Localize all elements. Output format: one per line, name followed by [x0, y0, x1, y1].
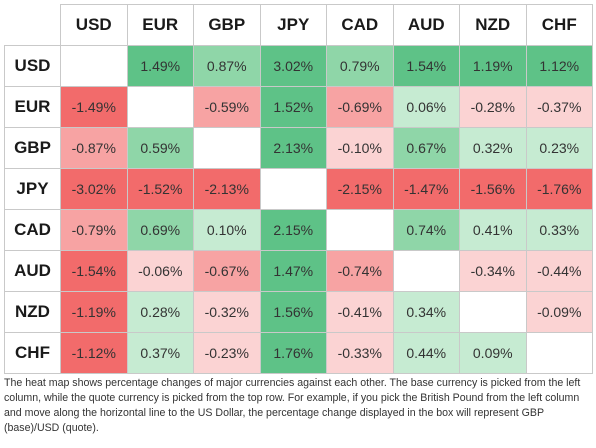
- row-eur: EUR -1.49% -0.59% 1.52% -0.69% 0.06% -0.…: [4, 86, 593, 128]
- row-header-aud[interactable]: AUD: [4, 250, 61, 292]
- cell-cad-chf[interactable]: 0.33%: [525, 209, 593, 251]
- cell-usd-cad[interactable]: 0.79%: [326, 45, 394, 87]
- cell-jpy-usd[interactable]: -3.02%: [60, 168, 128, 210]
- cell-gbp-eur[interactable]: 0.59%: [126, 127, 194, 169]
- cell-eur-eur[interactable]: [126, 86, 194, 128]
- col-header-gbp[interactable]: GBP: [193, 4, 261, 46]
- cell-jpy-nzd[interactable]: -1.56%: [459, 168, 527, 210]
- cell-cad-gbp[interactable]: 0.10%: [193, 209, 261, 251]
- cell-cad-jpy[interactable]: 2.15%: [259, 209, 327, 251]
- cell-eur-chf[interactable]: -0.37%: [525, 86, 593, 128]
- cell-usd-nzd[interactable]: 1.19%: [459, 45, 527, 87]
- cell-aud-chf[interactable]: -0.44%: [525, 250, 593, 292]
- row-header-nzd[interactable]: NZD: [4, 291, 61, 333]
- cell-nzd-eur[interactable]: 0.28%: [126, 291, 194, 333]
- cell-gbp-aud[interactable]: 0.67%: [392, 127, 460, 169]
- cell-nzd-gbp[interactable]: -0.32%: [193, 291, 261, 333]
- cell-cad-nzd[interactable]: 0.41%: [459, 209, 527, 251]
- cell-nzd-aud[interactable]: 0.34%: [392, 291, 460, 333]
- cell-usd-usd[interactable]: [60, 45, 128, 87]
- col-header-nzd[interactable]: NZD: [459, 4, 527, 46]
- col-header-jpy[interactable]: JPY: [259, 4, 327, 46]
- cell-aud-aud[interactable]: [392, 250, 460, 292]
- cell-nzd-chf[interactable]: -0.09%: [525, 291, 593, 333]
- col-header-eur[interactable]: EUR: [126, 4, 194, 46]
- cell-aud-cad[interactable]: -0.74%: [326, 250, 394, 292]
- row-chf: CHF -1.12% 0.37% -0.23% 1.76% -0.33% 0.4…: [4, 332, 593, 374]
- corner-cell: [4, 4, 61, 46]
- cell-nzd-jpy[interactable]: 1.56%: [259, 291, 327, 333]
- cell-eur-cad[interactable]: -0.69%: [326, 86, 394, 128]
- cell-usd-jpy[interactable]: 3.02%: [259, 45, 327, 87]
- cell-gbp-usd[interactable]: -0.87%: [60, 127, 128, 169]
- cell-chf-nzd[interactable]: 0.09%: [459, 332, 527, 374]
- row-header-gbp[interactable]: GBP: [4, 127, 61, 169]
- row-header-jpy[interactable]: JPY: [4, 168, 61, 210]
- cell-chf-jpy[interactable]: 1.76%: [259, 332, 327, 374]
- cell-gbp-gbp[interactable]: [193, 127, 261, 169]
- row-usd: USD 1.49% 0.87% 3.02% 0.79% 1.54% 1.19% …: [4, 45, 593, 87]
- cell-usd-aud[interactable]: 1.54%: [392, 45, 460, 87]
- cell-chf-eur[interactable]: 0.37%: [126, 332, 194, 374]
- cell-cad-cad[interactable]: [326, 209, 394, 251]
- cell-chf-cad[interactable]: -0.33%: [326, 332, 394, 374]
- cell-gbp-nzd[interactable]: 0.32%: [459, 127, 527, 169]
- row-header-usd[interactable]: USD: [4, 45, 61, 87]
- cell-gbp-chf[interactable]: 0.23%: [525, 127, 593, 169]
- col-header-aud[interactable]: AUD: [392, 4, 460, 46]
- cell-cad-aud[interactable]: 0.74%: [392, 209, 460, 251]
- cell-jpy-aud[interactable]: -1.47%: [392, 168, 460, 210]
- cell-nzd-usd[interactable]: -1.19%: [60, 291, 128, 333]
- row-nzd: NZD -1.19% 0.28% -0.32% 1.56% -0.41% 0.3…: [4, 291, 593, 333]
- cell-aud-nzd[interactable]: -0.34%: [459, 250, 527, 292]
- cell-cad-usd[interactable]: -0.79%: [60, 209, 128, 251]
- cell-nzd-nzd[interactable]: [459, 291, 527, 333]
- row-header-chf[interactable]: CHF: [4, 332, 61, 374]
- cell-jpy-cad[interactable]: -2.15%: [326, 168, 394, 210]
- row-cad: CAD -0.79% 0.69% 0.10% 2.15% 0.74% 0.41%…: [4, 209, 593, 251]
- cell-chf-gbp[interactable]: -0.23%: [193, 332, 261, 374]
- cell-eur-jpy[interactable]: 1.52%: [259, 86, 327, 128]
- cell-eur-nzd[interactable]: -0.28%: [459, 86, 527, 128]
- cell-eur-usd[interactable]: -1.49%: [60, 86, 128, 128]
- row-aud: AUD -1.54% -0.06% -0.67% 1.47% -0.74% -0…: [4, 250, 593, 292]
- cell-nzd-cad[interactable]: -0.41%: [326, 291, 394, 333]
- cell-gbp-jpy[interactable]: 2.13%: [259, 127, 327, 169]
- cell-cad-eur[interactable]: 0.69%: [126, 209, 194, 251]
- cell-aud-usd[interactable]: -1.54%: [60, 250, 128, 292]
- cell-jpy-eur[interactable]: -1.52%: [126, 168, 194, 210]
- cell-chf-usd[interactable]: -1.12%: [60, 332, 128, 374]
- row-jpy: JPY -3.02% -1.52% -2.13% -2.15% -1.47% -…: [4, 168, 593, 210]
- cell-aud-gbp[interactable]: -0.67%: [193, 250, 261, 292]
- cell-chf-chf[interactable]: [525, 332, 593, 374]
- cell-aud-eur[interactable]: -0.06%: [126, 250, 194, 292]
- col-header-usd[interactable]: USD: [60, 4, 128, 46]
- cell-eur-aud[interactable]: 0.06%: [392, 86, 460, 128]
- col-header-chf[interactable]: CHF: [525, 4, 593, 46]
- row-header-cad[interactable]: CAD: [4, 209, 61, 251]
- cell-usd-eur[interactable]: 1.49%: [126, 45, 194, 87]
- cell-usd-chf[interactable]: 1.12%: [525, 45, 593, 87]
- cell-eur-gbp[interactable]: -0.59%: [193, 86, 261, 128]
- row-gbp: GBP -0.87% 0.59% 2.13% -0.10% 0.67% 0.32…: [4, 127, 593, 169]
- cell-jpy-jpy[interactable]: [259, 168, 327, 210]
- col-header-cad[interactable]: CAD: [326, 4, 394, 46]
- header-row: USD EUR GBP JPY CAD AUD NZD CHF: [4, 4, 593, 46]
- cell-jpy-gbp[interactable]: -2.13%: [193, 168, 261, 210]
- cell-gbp-cad[interactable]: -0.10%: [326, 127, 394, 169]
- cell-chf-aud[interactable]: 0.44%: [392, 332, 460, 374]
- cell-usd-gbp[interactable]: 0.87%: [193, 45, 261, 87]
- heatmap-description: The heat map shows percentage changes of…: [4, 377, 581, 434]
- cell-aud-jpy[interactable]: 1.47%: [259, 250, 327, 292]
- currency-heatmap-table: USD EUR GBP JPY CAD AUD NZD CHF USD 1.49…: [4, 4, 593, 374]
- cell-jpy-chf[interactable]: -1.76%: [525, 168, 593, 210]
- row-header-eur[interactable]: EUR: [4, 86, 61, 128]
